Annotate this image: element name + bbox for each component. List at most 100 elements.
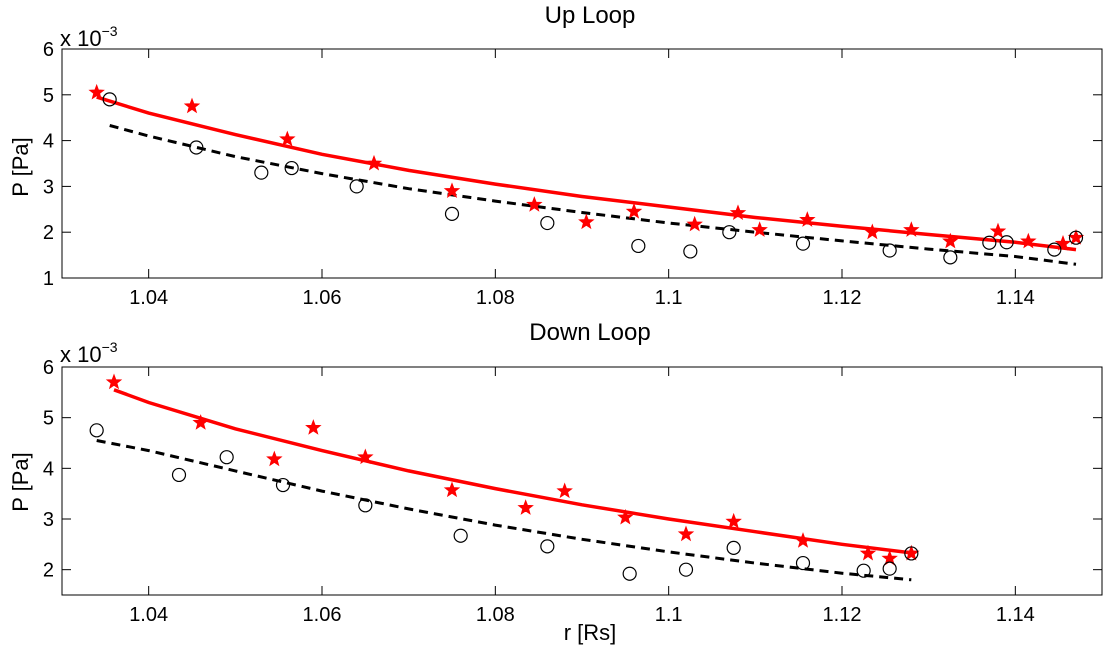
circle-marker [882, 243, 897, 258]
y-tick-label: 3 [43, 509, 54, 531]
y-axis-label: P [Pa] [8, 452, 33, 512]
y-tick-label: 3 [43, 176, 54, 198]
circle-marker [982, 235, 997, 250]
x-tick-label: 1.04 [129, 604, 168, 626]
circle-marker [453, 528, 468, 543]
circle-marker [795, 236, 811, 251]
star-marker [357, 448, 374, 465]
star-marker [725, 512, 742, 529]
circle-marker [349, 179, 364, 194]
star-marker [105, 373, 123, 390]
y-tick-label: 2 [43, 222, 54, 244]
circle-marker [275, 477, 291, 493]
star-marker [903, 544, 920, 561]
x-tick-label: 1.06 [303, 287, 342, 309]
y-exponent-label: x 10−3 [60, 23, 118, 51]
circle-marker [795, 555, 811, 571]
star-marker [526, 196, 543, 212]
circle-marker [189, 140, 204, 155]
fit-line-dashed [109, 124, 1077, 266]
y-exponent-base: x 10 [60, 342, 102, 367]
circle-marker [622, 566, 637, 581]
y-exponent-base: x 10 [60, 26, 102, 51]
star-marker [686, 215, 703, 232]
circle-marker [1068, 230, 1084, 245]
circle-marker [444, 206, 460, 221]
panel-down-loop: Down Loop x 10−3 P [Pa] r [Rs] 1.04 1.06 1… [8, 319, 1103, 645]
star-marker [443, 481, 461, 498]
x-tick-label: 1.06 [303, 604, 342, 626]
star-marker [365, 154, 383, 171]
star-marker [88, 83, 105, 100]
circle-marker [856, 563, 871, 578]
circle-marker [219, 450, 234, 465]
star-marker [859, 544, 877, 561]
y-tick-label: 4 [43, 458, 54, 480]
x-axis-label: r [Rs] [564, 620, 617, 645]
circle-marker [631, 238, 646, 254]
star-marker [677, 525, 695, 542]
y-tick-label: 1 [43, 268, 54, 290]
star-marker [578, 213, 595, 230]
star-marker [556, 482, 573, 499]
axes-box [61, 366, 1103, 596]
y-tick-label: 5 [43, 85, 54, 107]
circle-marker [254, 165, 269, 180]
y-tick-label: 6 [43, 357, 54, 379]
star-marker [617, 508, 634, 525]
x-tick-label: 1.14 [996, 287, 1035, 309]
circle-marker [358, 498, 373, 513]
y-tick-label: 5 [43, 408, 54, 430]
chart-title: Up Loop [545, 2, 636, 29]
x-tick-label: 1.1 [655, 604, 683, 626]
y-axis-label: P [Pa] [8, 137, 33, 197]
x-tick-label: 1.08 [476, 604, 515, 626]
chart-title: Down Loop [529, 319, 650, 346]
panel-up-loop: Up Loop x 10−3 P [Pa] 1.04 1.06 1.08 1.1 1.1… [8, 2, 1103, 309]
star-marker [1067, 229, 1085, 245]
x-tick-label: 1.04 [129, 287, 168, 309]
circle-marker [284, 160, 299, 176]
star-marker [864, 223, 881, 240]
x-tick-label: 1.1 [655, 287, 683, 309]
circle-marker [1047, 242, 1062, 257]
fit-line-solid [96, 95, 1077, 252]
circle-marker [89, 423, 104, 438]
circle-marker [540, 539, 555, 554]
y-exponent-label: x 10−3 [60, 339, 118, 367]
x-tick-label: 1.14 [996, 604, 1035, 626]
circle-marker [999, 235, 1014, 250]
star-marker [794, 532, 812, 548]
star-marker [625, 202, 643, 219]
star-marker [729, 204, 747, 220]
circle-marker [722, 225, 737, 240]
circle-marker [683, 244, 698, 259]
star-marker [989, 222, 1007, 239]
x-tick-label: 1.12 [823, 604, 862, 626]
circle-marker [171, 467, 187, 483]
axes-box [61, 48, 1103, 279]
star-marker [266, 450, 283, 467]
star-marker [192, 414, 209, 430]
circle-marker [904, 546, 919, 561]
star-marker [751, 221, 768, 237]
star-marker [279, 130, 296, 147]
circle-marker [726, 540, 741, 555]
fit-line-dashed [96, 439, 912, 582]
y-exponent-power: −3 [102, 339, 118, 355]
circle-marker [943, 250, 958, 265]
star-marker [517, 499, 534, 515]
star-marker [1020, 232, 1037, 249]
star-marker [799, 211, 816, 227]
star-marker [903, 221, 920, 237]
circle-marker [540, 215, 555, 231]
star-marker [942, 232, 959, 249]
y-tick-label: 4 [43, 131, 54, 153]
y-tick-label: 2 [43, 560, 54, 582]
x-tick-label: 1.12 [823, 287, 862, 309]
circle-marker [102, 92, 117, 107]
y-exponent-power: −3 [102, 23, 118, 39]
circle-marker [678, 562, 694, 577]
